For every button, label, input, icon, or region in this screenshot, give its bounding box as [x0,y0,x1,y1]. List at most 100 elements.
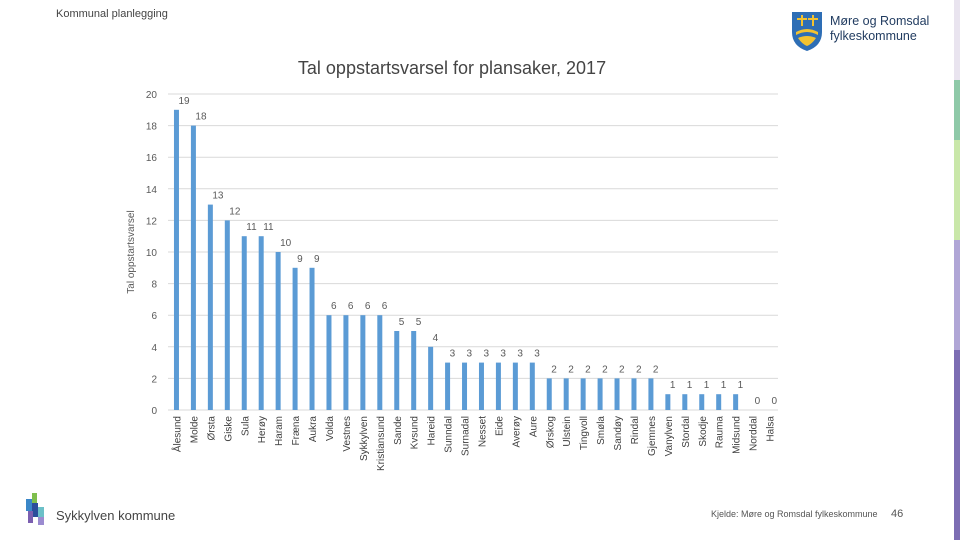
bar [309,267,315,410]
data-label: 9 [297,254,303,265]
footer-organization: Sykkylven kommune [56,508,176,523]
data-label: 6 [382,301,388,312]
stripe-segment [954,0,960,80]
y-axis-label: Tal oppstartsvarsel [126,210,137,293]
stripe-segment [954,350,960,540]
x-tick-label: Tingvoll [579,416,590,450]
x-tick-label: Kvsund [410,416,421,449]
x-tick-label: Molde [189,416,200,444]
bar [665,394,671,410]
y-tick-label: 0 [151,406,157,417]
bar [614,378,620,410]
x-tick-label: Haram [274,416,285,446]
data-label: 2 [585,364,591,375]
bar [241,236,247,410]
data-label: 6 [348,301,354,312]
bar [733,394,739,410]
x-tick-label: Sande [393,416,404,445]
bar [546,378,552,410]
x-tick-label: Sunndal [444,416,455,453]
data-label: 6 [331,301,337,312]
x-tick-label: Surnadal [461,416,472,456]
bar [360,315,366,410]
bar [462,362,468,410]
logo-line-1: Møre og Romsdal [830,14,930,28]
bar [631,378,637,410]
county-logo: Møre og Romsdal fylkeskommune [790,10,940,54]
x-tick-label: Fræna [291,416,302,446]
x-tick-label: Vanylven [664,416,675,456]
bar [512,362,518,410]
bar [478,362,484,410]
y-tick-label: 6 [151,311,157,322]
header-title: Kommunal planlegging [56,8,168,20]
data-label: 2 [568,364,574,375]
x-tick-label: Averøy [511,416,522,448]
x-tick-label: Kristiansund [376,416,387,471]
bar [716,394,722,410]
x-tick-label: Aukra [308,416,319,443]
data-label: 3 [450,349,456,360]
data-label: 2 [619,364,625,375]
data-label: 10 [280,238,292,249]
x-tick-label: Midsund [732,416,743,454]
stripe-segment [954,240,960,350]
bar [699,394,705,410]
data-label: 6 [365,301,371,312]
bar [495,362,501,410]
y-tick-label: 20 [146,90,158,101]
bar [580,378,586,410]
data-label: 5 [399,317,405,328]
footer-source: Kjelde: Møre og Romsdal fylkeskommune [711,509,878,519]
x-tick-label: Ålesund [170,416,183,452]
x-tick-label: Rauma [715,416,726,449]
bar [428,346,434,410]
x-tick-label: Aure [528,416,539,438]
x-tick-label: Smøla [596,416,607,445]
x-tick-label: Herøy [257,416,268,443]
bar [173,109,179,411]
stripe-segment [954,140,960,240]
data-label: 5 [416,317,422,328]
bar [597,378,603,410]
footer-logo-icon [24,493,48,527]
bar [292,267,298,410]
data-label: 18 [195,112,207,123]
bar [411,331,417,410]
bar [207,204,213,410]
y-tick-label: 18 [146,122,158,133]
data-label: 2 [636,364,642,375]
bar [224,220,230,410]
bar [275,252,281,410]
bar [648,378,654,410]
x-tick-label: Norddal [749,416,760,451]
x-tick-label: Eide [494,416,505,436]
logo-line-2: fylkeskommune [830,29,917,43]
data-label: 0 [772,396,778,407]
x-tick-label: Volda [325,416,336,441]
x-tick-label: Ørskog [545,416,556,448]
x-tick-label: Vestnes [342,416,353,452]
data-label: 12 [229,206,241,217]
x-tick-label: Ørsta [206,416,217,441]
data-label: 2 [653,364,659,375]
bar [445,362,451,410]
data-label: 0 [755,396,761,407]
data-label: 3 [467,349,473,360]
y-tick-label: 14 [146,185,158,196]
bar [190,125,196,410]
x-tick-label: Nesset [477,416,488,447]
data-label: 19 [178,96,190,107]
bar [326,315,332,410]
x-tick-label: Rindal [630,416,641,444]
data-label: 3 [517,349,523,360]
bar [258,236,264,410]
y-tick-label: 10 [146,248,158,259]
data-label: 2 [602,364,608,375]
bar [529,362,535,410]
y-tick-label: 2 [151,374,157,385]
x-tick-label: Gjemnes [647,416,658,456]
page-number: 46 [891,508,904,520]
data-label: 13 [212,191,224,202]
data-label: 1 [670,380,676,391]
